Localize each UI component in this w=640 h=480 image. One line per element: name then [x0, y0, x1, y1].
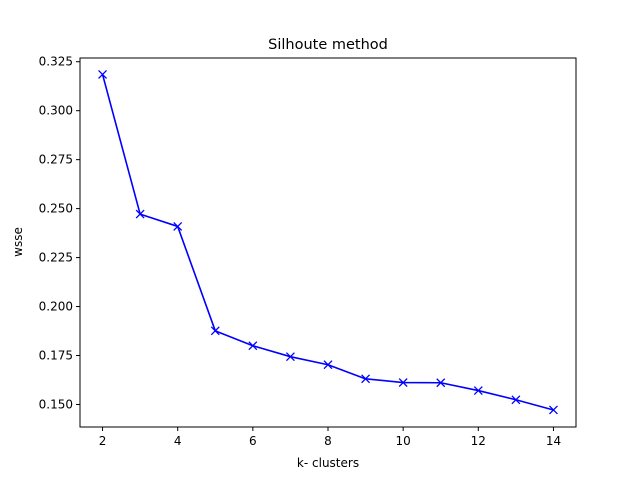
y-tick-label: 0.325 [39, 55, 73, 69]
x-tick-label: 12 [471, 434, 486, 448]
y-axis-title: wsse [11, 227, 25, 257]
y-tick-label: 0.175 [39, 349, 73, 363]
data-point-marker [210, 326, 220, 336]
data-point-marker [511, 395, 521, 405]
data-point-marker [248, 341, 258, 351]
y-axis-ticks: 0.150 0.175 0.200 0.225 0.250 0.275 0.300 0.325 [39, 55, 80, 411]
data-point-marker [473, 386, 483, 396]
x-tick-label: 14 [546, 434, 561, 448]
x-tick-label: 8 [324, 434, 332, 448]
x-axis-ticks: 2 4 6 8 10 12 14 [99, 427, 561, 448]
data-point-marker [98, 69, 108, 79]
y-tick-label: 0.275 [39, 153, 73, 167]
chart-title: Silhoute method [268, 37, 388, 53]
data-point-marker [135, 209, 145, 219]
x-tick-label: 10 [396, 434, 411, 448]
data-point-marker [173, 221, 183, 231]
data-point-marker [398, 378, 408, 387]
series-layer [98, 69, 558, 415]
x-axis-title: k- clusters [297, 456, 359, 470]
y-tick-label: 0.150 [39, 397, 73, 411]
data-point-marker [548, 405, 558, 415]
y-tick-label: 0.250 [39, 202, 73, 216]
data-point-marker [436, 378, 446, 388]
y-tick-label: 0.200 [39, 300, 73, 314]
plot-frame [79, 57, 577, 428]
data-point-marker [323, 360, 333, 370]
data-point-marker [361, 374, 371, 384]
y-tick-label: 0.300 [39, 104, 73, 118]
y-tick-label: 0.225 [39, 251, 73, 265]
data-point-marker [285, 352, 295, 362]
x-tick-label: 2 [99, 434, 107, 448]
x-tick-label: 6 [249, 434, 257, 448]
x-tick-label: 4 [174, 434, 182, 448]
